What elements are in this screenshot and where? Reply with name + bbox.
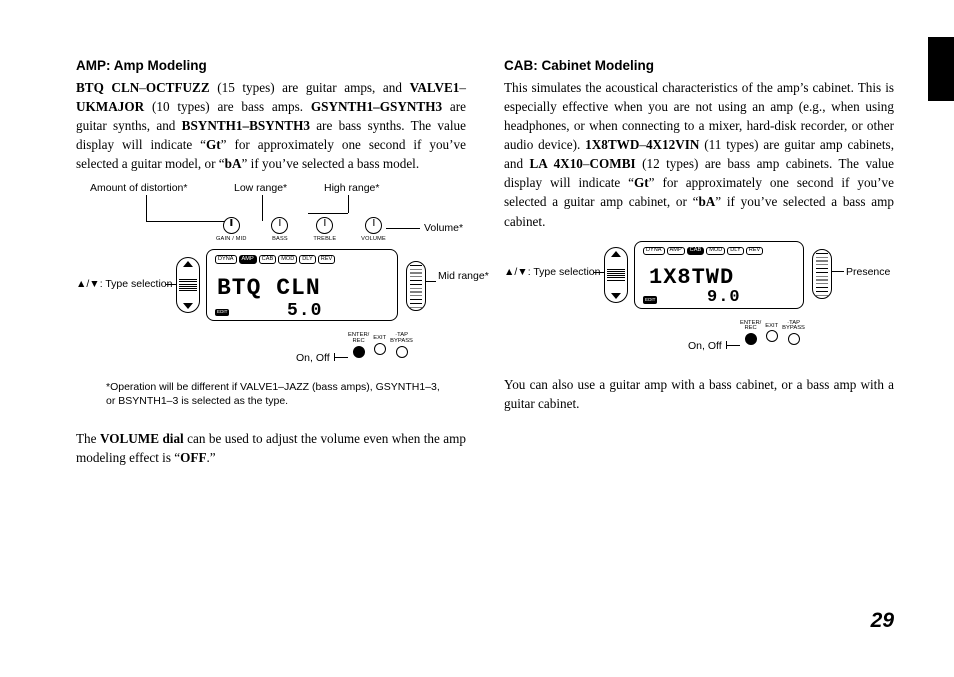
tab-mod[interactable]: MOD <box>706 247 725 256</box>
tab-dly[interactable]: DLY <box>727 247 743 256</box>
amp-type-wheel[interactable] <box>176 257 200 313</box>
lbl-type-cab: ▲/▼: Type selection <box>504 265 600 280</box>
lbl-high: High range* <box>324 181 379 196</box>
amp-body: BTQ CLN–OCTFUZZ (15 types) are guitar am… <box>76 78 466 174</box>
amp-buttons: ENTER/ REC EXIT ·TAP BYPASS <box>348 333 413 358</box>
lbl-volume: Volume* <box>424 221 463 236</box>
amp-heading: AMP: Amp Modeling <box>76 56 466 76</box>
tab-cab[interactable]: CAB <box>259 255 277 264</box>
tab-amp[interactable]: AMP <box>239 255 257 264</box>
tab-cab[interactable]: CAB <box>687 247 705 256</box>
tap-bypass-button[interactable] <box>788 333 800 345</box>
enter-rec-button[interactable] <box>353 346 365 358</box>
knob-bass[interactable] <box>271 217 288 234</box>
amp-tabs: DYNA AMP CAB MOD DLY REV <box>215 255 335 264</box>
amp-footnote: *Operation will be different if VALVE1–J… <box>106 381 446 408</box>
amp-lcd: DYNA AMP CAB MOD DLY REV BTQ CLN 5.0 EDI… <box>206 249 398 321</box>
page-body: AMP: Amp Modeling BTQ CLN–OCTFUZZ (15 ty… <box>0 0 954 512</box>
page-number: 29 <box>871 609 894 633</box>
knob-volume[interactable] <box>365 217 382 234</box>
amp-mid-wheel[interactable] <box>406 261 426 311</box>
side-tab <box>928 37 954 101</box>
cab-lcd: DYNA AMP CAB MOD DLY REV 1X8TWD 9.0 EDIT <box>634 241 804 309</box>
lbl-presence: Presence <box>846 265 890 280</box>
lbl-low: Low range* <box>234 181 287 196</box>
edit-badge: EDIT <box>215 309 229 317</box>
amp-diagram: Amount of distortion* Low range* High ra… <box>76 181 466 421</box>
knob-treble[interactable] <box>316 217 333 234</box>
exit-button[interactable] <box>766 330 778 342</box>
cab-tabs: DYNA AMP CAB MOD DLY REV <box>643 247 763 256</box>
lbl-distortion: Amount of distortion* <box>90 181 187 196</box>
cab-diagram: DYNA AMP CAB MOD DLY REV 1X8TWD 9.0 EDIT… <box>504 237 894 365</box>
cab-heading: CAB: Cabinet Modeling <box>504 56 894 76</box>
edit-badge: EDIT <box>643 296 657 304</box>
right-column: CAB: Cabinet Modeling This simulates the… <box>504 56 894 472</box>
cab-type-wheel[interactable] <box>604 247 628 303</box>
cab-tail: You can also use a guitar amp with a bas… <box>504 375 894 413</box>
tab-rev[interactable]: REV <box>746 247 764 256</box>
tab-rev[interactable]: REV <box>318 255 336 264</box>
cab-lcd-value: 9.0 <box>707 286 741 311</box>
lbl-onoff-cab: On, Off <box>688 339 722 354</box>
cab-body: This simulates the acoustical characteri… <box>504 78 894 231</box>
lbl-onoff: On, Off <box>296 351 330 366</box>
tab-mod[interactable]: MOD <box>278 255 297 264</box>
knob-gain[interactable] <box>223 217 240 234</box>
cab-buttons: ENTER/ REC EXIT ·TAP BYPASS <box>740 321 805 346</box>
tab-dyna[interactable]: DYNA <box>215 255 237 264</box>
tab-dyna[interactable]: DYNA <box>643 247 665 256</box>
tab-amp[interactable]: AMP <box>667 247 685 256</box>
left-column: AMP: Amp Modeling BTQ CLN–OCTFUZZ (15 ty… <box>76 56 466 472</box>
knob-strip: GAIN / MID BASS TREBLE VOLUME <box>216 217 386 243</box>
amp-lcd-value: 5.0 <box>287 298 322 324</box>
enter-rec-button[interactable] <box>745 333 757 345</box>
lbl-type: ▲/▼: Type selection <box>76 277 172 292</box>
tab-dly[interactable]: DLY <box>299 255 315 264</box>
amp-volume-note: The VOLUME dial can be used to adjust th… <box>76 429 466 467</box>
exit-button[interactable] <box>374 343 386 355</box>
lbl-mid: Mid range* <box>438 269 489 284</box>
tap-bypass-button[interactable] <box>396 346 408 358</box>
cab-presence-wheel[interactable] <box>812 249 832 299</box>
